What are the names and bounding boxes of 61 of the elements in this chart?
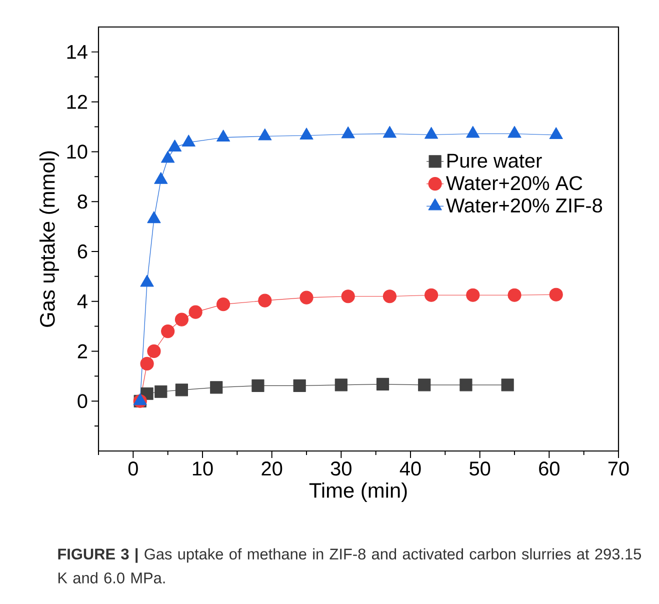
y-tick-label: 6	[78, 244, 88, 259]
point	[382, 290, 396, 304]
point	[300, 128, 314, 140]
point	[154, 172, 168, 184]
point	[174, 312, 188, 326]
point	[501, 378, 514, 392]
y-tick-label: 12	[67, 94, 87, 109]
point	[382, 126, 396, 138]
point	[418, 378, 431, 392]
point	[216, 298, 230, 312]
point	[341, 126, 355, 138]
x-tick-label: 70	[608, 462, 629, 476]
x-tick-label: 50	[470, 462, 490, 476]
point	[161, 150, 175, 163]
legend-label: Water+20% AC	[446, 176, 582, 190]
y-tick-label: 10	[67, 144, 88, 159]
point	[376, 378, 390, 390]
point	[460, 378, 472, 392]
point	[140, 274, 154, 287]
point	[182, 134, 196, 147]
point	[508, 288, 522, 302]
point	[140, 356, 154, 371]
y-tick-label: 4	[77, 294, 88, 308]
point	[508, 126, 522, 138]
point	[161, 324, 175, 338]
y-tick-label: 2	[78, 344, 87, 358]
x-tick-label: 30	[330, 462, 352, 476]
text: FIGURE 3 | Gas uptake of methane in ZIF-8 and activated carbon slurries at 293.15 K and 6.0 MPa.	[58, 548, 642, 584]
point	[424, 126, 438, 139]
point	[168, 140, 182, 152]
legend-label: Pure water	[448, 154, 542, 168]
point	[210, 381, 223, 394]
point	[424, 288, 438, 302]
point	[466, 288, 480, 302]
point	[466, 126, 480, 138]
legend-label: Water+20% ZIF-8	[446, 198, 602, 213]
x-tick-label: 40	[400, 462, 421, 476]
y-axis-title: Gas uptake (mmol)	[39, 151, 59, 327]
point	[147, 344, 161, 358]
y-tick-label: 0	[78, 394, 88, 408]
x-axis-title: Time (min)	[309, 482, 407, 502]
x-tick-label: 60	[539, 462, 560, 476]
point	[188, 305, 202, 319]
y-tick-label: 14	[67, 45, 88, 59]
point	[300, 290, 314, 304]
point	[154, 385, 168, 398]
x-tick-label: 0	[128, 462, 138, 476]
point	[341, 290, 355, 304]
point	[258, 294, 272, 308]
point	[258, 128, 272, 140]
point	[252, 379, 264, 392]
x-tick-label: 20	[262, 462, 282, 476]
point	[549, 127, 563, 140]
point	[147, 211, 161, 224]
y-tick-label: 8	[78, 194, 88, 209]
point	[549, 288, 563, 302]
point	[175, 384, 188, 396]
x-tick-label: 10	[192, 462, 213, 476]
point	[334, 378, 348, 392]
point	[293, 379, 306, 392]
point	[216, 130, 230, 142]
